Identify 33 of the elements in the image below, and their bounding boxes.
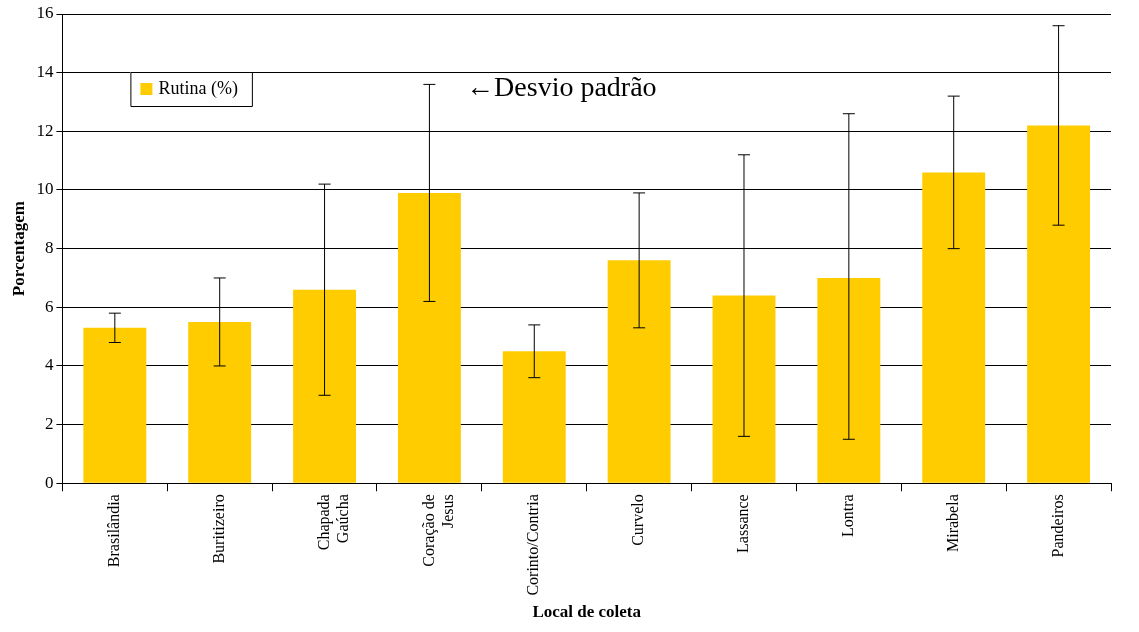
bar xyxy=(607,260,671,483)
x-tick-label: Curvelo xyxy=(629,494,647,546)
bar xyxy=(502,351,566,483)
y-tick-label: 0 xyxy=(44,472,54,492)
x-tick-label: Coração de Jesus xyxy=(419,494,456,567)
y-tick-label: 2 xyxy=(44,414,54,434)
bar xyxy=(397,192,461,483)
bar xyxy=(293,289,357,483)
annotation: ←Desvio padrão xyxy=(466,71,657,103)
bar xyxy=(1027,125,1091,483)
y-tick-label: 16 xyxy=(36,3,54,23)
bar xyxy=(188,321,252,483)
y-tick-label: 8 xyxy=(44,238,54,258)
bar xyxy=(817,277,881,483)
x-tick-label: Lontra xyxy=(839,494,857,537)
y-tick-label: 6 xyxy=(44,296,54,316)
y-axis-title: Porcentagem xyxy=(8,201,28,297)
x-tick-label: Lassance xyxy=(734,494,752,553)
bar xyxy=(922,172,986,483)
bar xyxy=(83,327,147,483)
bar xyxy=(712,295,776,483)
y-tick-label: 4 xyxy=(44,355,54,375)
y-tick-label: 12 xyxy=(36,120,54,140)
y-tick-label: 10 xyxy=(36,179,54,199)
x-tick-label: Mirabela xyxy=(943,494,961,553)
x-tick-label: Brasilândia xyxy=(105,494,123,568)
x-tick-label: Pandeiros xyxy=(1048,494,1066,558)
x-axis-title: Local de coleta xyxy=(532,602,642,622)
x-tick-label: Buritizeiro xyxy=(209,494,227,564)
x-tick-label: Chapada Gaúcha xyxy=(314,494,351,551)
y-tick-label: 14 xyxy=(36,62,54,82)
x-tick-label: Corinto/Contria xyxy=(524,494,542,596)
legend-label: Rutina (%) xyxy=(158,77,238,99)
